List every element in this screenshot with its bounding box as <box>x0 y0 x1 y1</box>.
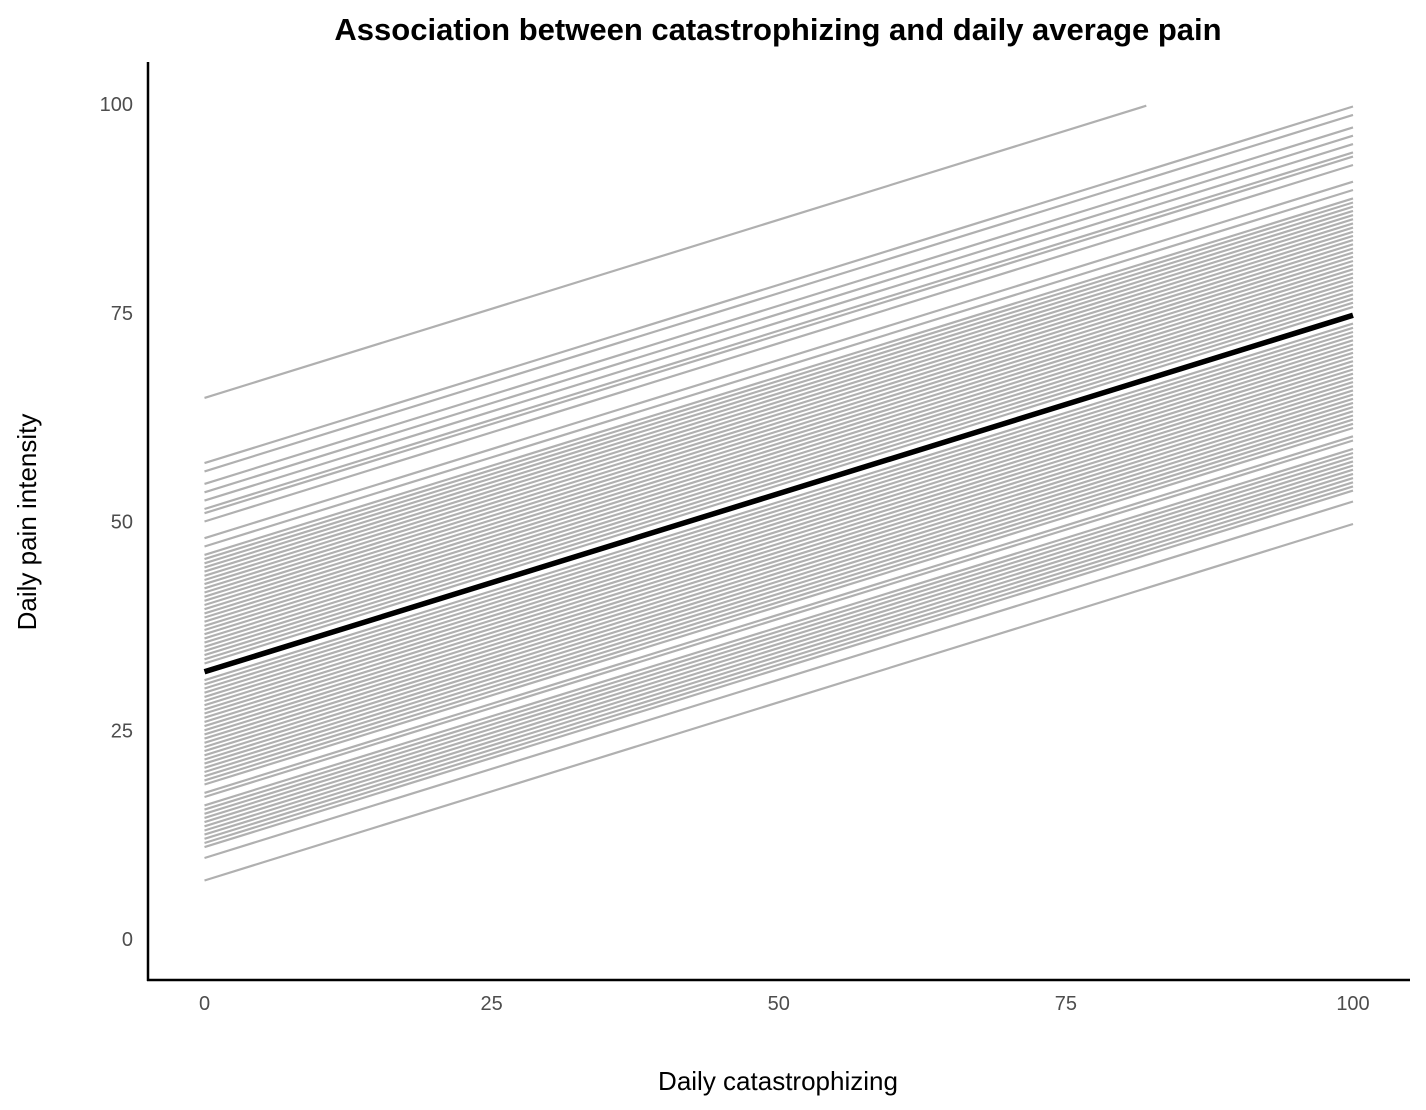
individual-line <box>204 414 1354 774</box>
individual-line <box>204 143 1354 502</box>
individual-line <box>204 381 1354 740</box>
individual-line <box>204 376 1354 736</box>
individual-line <box>204 105 1354 465</box>
y-tick-label: 100 <box>100 94 133 116</box>
individual-line <box>204 251 1354 611</box>
individual-line <box>204 406 1354 765</box>
individual-line <box>204 522 1354 882</box>
individual-line <box>204 372 1354 732</box>
individual-line <box>204 418 1354 778</box>
individual-line <box>204 247 1354 607</box>
individual-line <box>204 155 1354 515</box>
individual-line <box>204 322 1354 682</box>
individual-line <box>204 364 1354 723</box>
individual-line <box>204 481 1354 840</box>
individual-line <box>204 410 1354 769</box>
individual-line <box>204 197 1354 556</box>
individual-line <box>204 343 1354 703</box>
y-axis-label: Daily pain intensity <box>12 414 42 631</box>
individual-line <box>204 305 1354 665</box>
individual-line <box>204 264 1354 623</box>
individual-line <box>204 259 1354 619</box>
individual-line <box>204 368 1354 728</box>
individual-line <box>204 180 1354 540</box>
individual-line <box>204 426 1354 786</box>
individual-line <box>204 268 1354 627</box>
individual-line <box>204 472 1354 832</box>
individual-line <box>204 126 1354 485</box>
individual-line <box>204 289 1354 648</box>
individual-line <box>204 422 1354 782</box>
individual-line <box>204 234 1354 594</box>
individual-line <box>204 393 1354 753</box>
individual-line <box>204 477 1354 836</box>
y-tick-labels: 0 25 50 75 100 <box>100 94 133 951</box>
individual-line <box>204 489 1354 849</box>
individual-line <box>204 397 1354 757</box>
individual-line <box>204 276 1354 636</box>
individual-line <box>204 301 1354 661</box>
individual-line <box>204 351 1354 711</box>
individual-line <box>204 347 1354 707</box>
individual-line <box>204 330 1354 690</box>
x-tick-label: 0 <box>199 993 210 1015</box>
individual-line <box>204 243 1354 602</box>
individual-line <box>204 389 1354 749</box>
individual-line <box>204 500 1354 860</box>
individual-line <box>204 226 1354 586</box>
individual-line <box>204 214 1354 573</box>
individual-line <box>204 293 1354 652</box>
individual-line <box>204 205 1354 565</box>
individual-line <box>204 451 1354 811</box>
individual-line <box>204 134 1354 494</box>
individual-line <box>204 188 1354 548</box>
individual-line <box>204 201 1354 561</box>
y-tick-label: 25 <box>111 720 133 742</box>
y-tick-label: 0 <box>122 929 133 951</box>
individual-line <box>204 230 1354 590</box>
individual-line <box>204 222 1354 582</box>
individual-line <box>204 460 1354 819</box>
x-tick-label: 25 <box>480 993 502 1015</box>
individual-line <box>204 113 1354 473</box>
individual-line <box>204 339 1354 698</box>
individual-line <box>204 104 1147 399</box>
individual-line <box>204 435 1354 794</box>
individual-line <box>204 284 1354 644</box>
individual-line <box>204 468 1354 828</box>
chart-title: Association between catastrophizing and … <box>334 12 1221 47</box>
individual-line <box>204 297 1354 657</box>
x-tick-labels: 0 25 50 75 100 <box>199 993 1370 1015</box>
individual-line <box>204 360 1354 719</box>
individual-line <box>204 439 1354 799</box>
series-lines <box>203 104 1354 882</box>
individual-line <box>204 218 1354 577</box>
y-tick-label: 75 <box>111 303 133 325</box>
individual-line <box>204 272 1354 632</box>
individual-line <box>204 239 1354 598</box>
individual-line <box>204 209 1354 569</box>
x-tick-label: 75 <box>1055 993 1077 1015</box>
individual-line <box>204 163 1354 523</box>
individual-line <box>204 464 1354 824</box>
individual-line <box>204 326 1354 686</box>
individual-line <box>204 335 1354 694</box>
y-tick-label: 50 <box>111 512 133 534</box>
individual-line <box>204 385 1354 744</box>
average-line <box>203 312 1354 675</box>
individual-line <box>204 447 1354 807</box>
x-tick-label: 100 <box>1336 993 1369 1015</box>
individual-line <box>204 255 1354 615</box>
individual-line <box>204 485 1354 845</box>
individual-line <box>204 280 1354 640</box>
individual-line <box>204 401 1354 761</box>
individual-line <box>204 355 1354 715</box>
x-tick-label: 50 <box>768 993 790 1015</box>
individual-line <box>204 151 1354 511</box>
individual-line <box>204 456 1354 815</box>
x-axis-label: Daily catastrophizing <box>658 1066 898 1096</box>
